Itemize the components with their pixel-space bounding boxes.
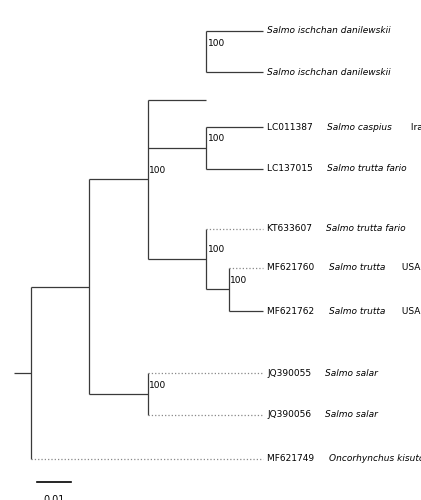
Text: Salmo ischchan danilewskii: Salmo ischchan danilewskii <box>267 26 391 35</box>
Text: 100: 100 <box>208 134 225 143</box>
Text: JQ390055: JQ390055 <box>267 369 314 378</box>
Text: MF621749: MF621749 <box>267 454 317 463</box>
Text: LC011387: LC011387 <box>267 123 316 132</box>
Text: Iran: Iran <box>408 123 421 132</box>
Text: MF621762: MF621762 <box>267 307 317 316</box>
Text: USA: USA <box>399 307 420 316</box>
Text: (BO6) Armenia: (BO6) Armenia <box>420 26 421 35</box>
Text: 100: 100 <box>208 246 225 254</box>
Text: Salmo trutta: Salmo trutta <box>329 263 386 272</box>
Text: Oncorhynchus kisutch: Oncorhynchus kisutch <box>329 454 421 463</box>
Text: 100: 100 <box>149 380 166 390</box>
Text: Salmo trutta fario: Salmo trutta fario <box>327 164 407 173</box>
Text: (BO1) Armenia: (BO1) Armenia <box>420 68 421 76</box>
Text: 100: 100 <box>230 276 247 285</box>
Text: LC137015: LC137015 <box>267 164 316 173</box>
Text: 0.01: 0.01 <box>43 496 64 500</box>
Text: KT633607: KT633607 <box>267 224 315 233</box>
Text: 100: 100 <box>149 166 166 174</box>
Text: Salmo salar: Salmo salar <box>325 369 378 378</box>
Text: MF621760: MF621760 <box>267 263 317 272</box>
Text: Salmo trutta: Salmo trutta <box>329 307 385 316</box>
Text: 100: 100 <box>208 38 225 48</box>
Text: Salmo caspius: Salmo caspius <box>327 123 392 132</box>
Text: USA: USA <box>399 263 421 272</box>
Text: Salmo trutta fario: Salmo trutta fario <box>326 224 406 233</box>
Text: Salmo salar: Salmo salar <box>325 410 378 420</box>
Text: JQ390056: JQ390056 <box>267 410 314 420</box>
Text: Salmo ischchan danilewskii: Salmo ischchan danilewskii <box>267 68 391 76</box>
